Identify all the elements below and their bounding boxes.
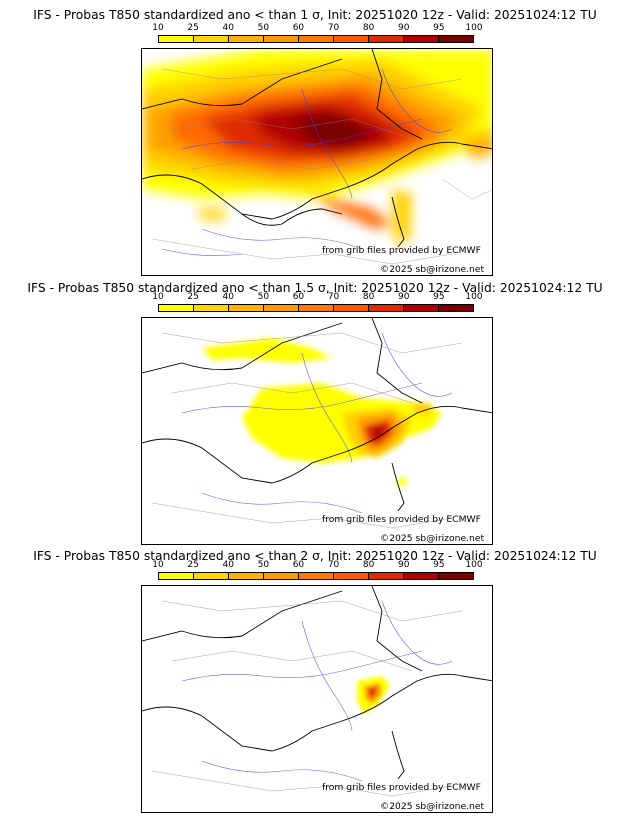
scale-tick-label: 40 <box>222 560 234 570</box>
scale-tick-label: 100 <box>465 23 483 33</box>
map-graphic <box>142 318 492 529</box>
scale-tick-label: 50 <box>257 23 270 33</box>
color-scale: 10 25 40 50 60 70 80 90 95 100 <box>152 23 483 47</box>
scale-labels: 10 25 40 50 60 70 80 90 95 100 <box>152 23 482 35</box>
scale-tick-label: 95 <box>433 292 445 302</box>
scale-labels: 10 25 40 50 60 70 80 90 95 100 <box>152 560 482 572</box>
scale-swatch <box>264 573 299 579</box>
scale-labels: 10 25 40 50 60 70 80 90 95 100 <box>152 292 482 304</box>
panel-title: IFS - Probas T850 standardized ano < tha… <box>33 8 597 22</box>
scale-swatch <box>194 305 229 311</box>
scale-swatch <box>404 36 439 42</box>
panel-title: IFS - Probas T850 standardized ano < tha… <box>33 549 597 563</box>
scale-tick-label: 25 <box>187 23 199 33</box>
source-credit: from grib files provided by ECMWF <box>322 514 481 525</box>
scale-tick-label: 70 <box>327 23 340 33</box>
scale-swatch <box>159 573 194 579</box>
scale-tick-label: 70 <box>327 292 340 302</box>
scale-bar <box>158 304 474 312</box>
scale-tick-label: 25 <box>187 292 199 302</box>
scale-tick-label: 10 <box>152 560 164 570</box>
panel-title: IFS - Probas T850 standardized ano < tha… <box>27 281 603 295</box>
scale-tick-label: 40 <box>222 23 234 33</box>
scale-bar <box>158 572 474 580</box>
scale-swatch <box>229 305 264 311</box>
scale-swatch <box>334 36 369 42</box>
scale-tick-label: 95 <box>433 560 445 570</box>
panel-2: IFS - Probas T850 standardized ano < tha… <box>0 278 630 548</box>
probability-map: from grib files provided by ECMWF ©2025 … <box>141 585 493 813</box>
scale-tick-label: 90 <box>398 292 410 302</box>
scale-swatch <box>404 305 439 311</box>
scale-swatch <box>159 305 194 311</box>
copyright: ©2025 sb@irizone.net <box>380 264 485 275</box>
scale-tick-label: 60 <box>292 560 305 570</box>
source-credit: from grib files provided by ECMWF <box>322 782 481 793</box>
scale-swatch <box>439 305 473 311</box>
scale-tick-label: 10 <box>152 23 164 33</box>
color-scale: 10 25 40 50 60 70 80 90 95 100 <box>152 560 483 584</box>
scale-swatch <box>264 305 299 311</box>
scale-tick-label: 90 <box>398 560 410 570</box>
scale-swatch <box>334 573 369 579</box>
scale-swatch <box>299 36 334 42</box>
scale-swatch <box>369 573 404 579</box>
scale-swatch <box>299 573 334 579</box>
scale-swatch <box>439 36 473 42</box>
scale-swatch <box>229 573 264 579</box>
panel-1: IFS - Probas T850 standardized ano < tha… <box>0 0 630 278</box>
scale-tick-label: 100 <box>465 560 483 570</box>
probability-map: from grib files provided by ECMWF ©2025 … <box>141 48 493 276</box>
scale-tick-label: 60 <box>292 23 305 33</box>
color-scale: 10 25 40 50 60 70 80 90 95 100 <box>152 292 483 316</box>
scale-tick-label: 25 <box>187 560 199 570</box>
scale-tick-label: 60 <box>292 292 305 302</box>
scale-tick-label: 80 <box>362 23 375 33</box>
scale-bar <box>158 35 474 43</box>
scale-tick-label: 95 <box>433 23 445 33</box>
scale-swatch <box>334 305 369 311</box>
scale-tick-label: 40 <box>222 292 234 302</box>
copyright: ©2025 sb@irizone.net <box>380 533 485 544</box>
scale-tick-label: 90 <box>398 23 410 33</box>
scale-swatch <box>369 305 404 311</box>
scale-tick-label: 50 <box>257 292 270 302</box>
scale-swatch <box>264 36 299 42</box>
map-graphic <box>142 49 492 265</box>
probability-map: from grib files provided by ECMWF ©2025 … <box>141 317 493 545</box>
scale-tick-label: 50 <box>257 560 270 570</box>
scale-swatch <box>404 573 439 579</box>
scale-tick-label: 80 <box>362 560 375 570</box>
map-graphic <box>142 586 492 797</box>
scale-tick-label: 100 <box>465 292 483 302</box>
scale-tick-label: 80 <box>362 292 375 302</box>
scale-swatch <box>194 573 229 579</box>
scale-tick-label: 10 <box>152 292 164 302</box>
scale-swatch <box>194 36 229 42</box>
panel-3: IFS - Probas T850 standardized ano < tha… <box>0 548 630 828</box>
scale-swatch <box>439 573 473 579</box>
copyright: ©2025 sb@irizone.net <box>380 801 485 812</box>
scale-swatch <box>299 305 334 311</box>
source-credit: from grib files provided by ECMWF <box>322 245 481 256</box>
scale-swatch <box>369 36 404 42</box>
scale-swatch <box>229 36 264 42</box>
scale-tick-label: 70 <box>327 560 340 570</box>
scale-swatch <box>159 36 194 42</box>
